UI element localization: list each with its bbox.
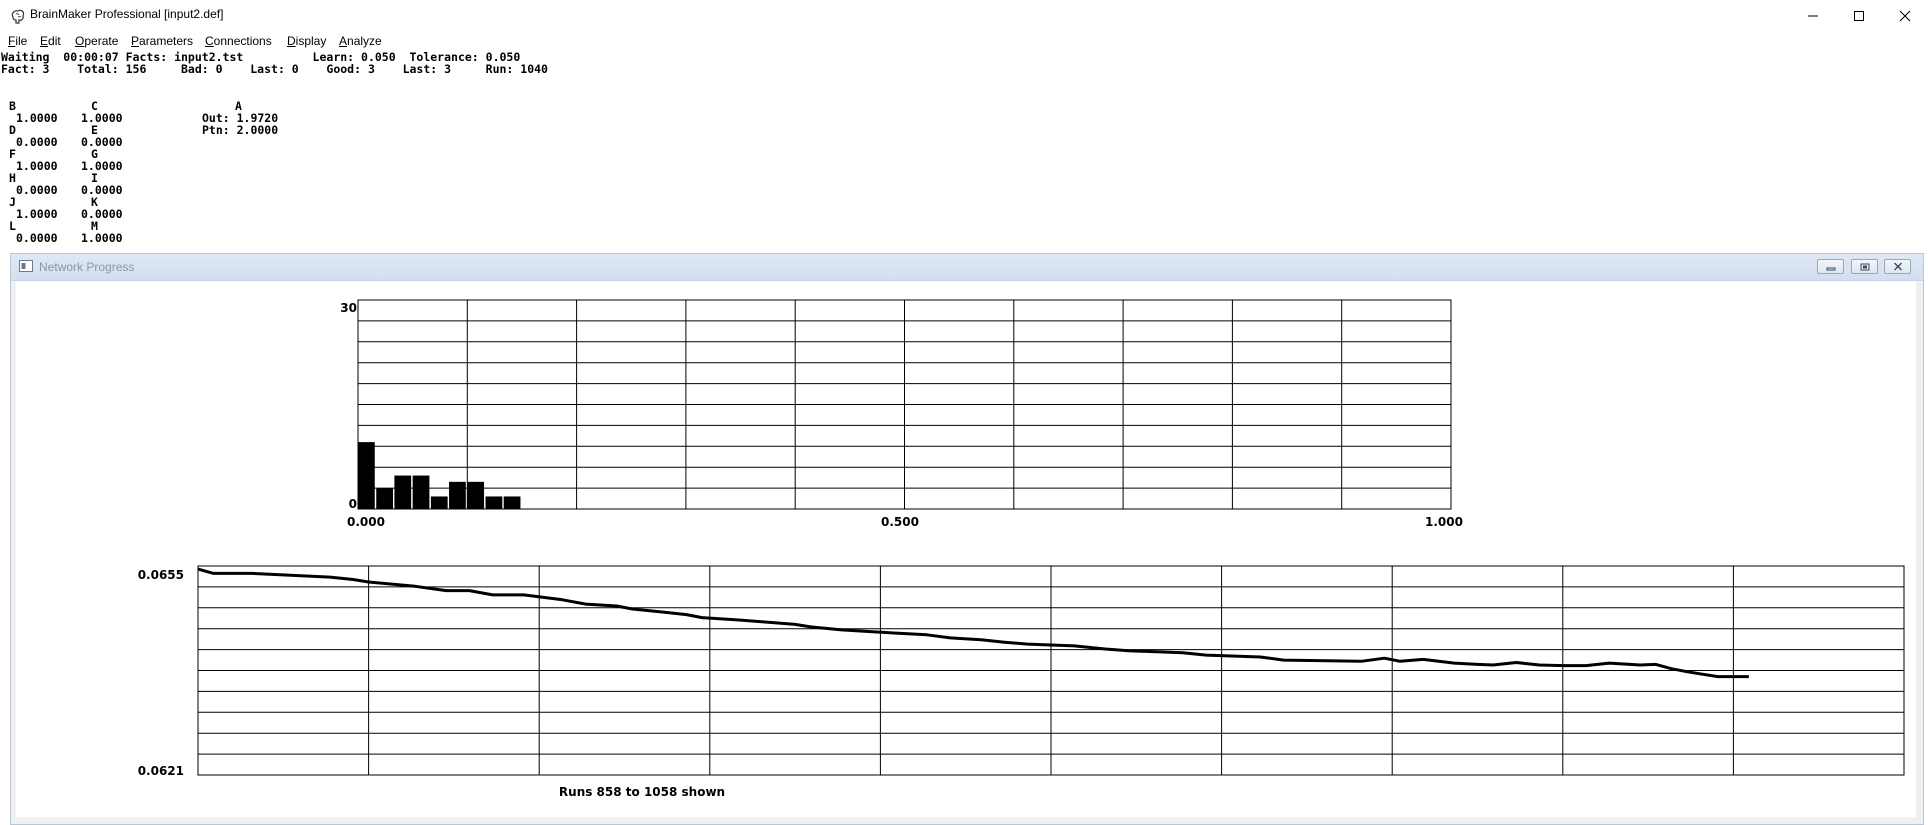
menu-parameters[interactable]: Parameters [131,34,194,48]
menu-bar: File Edit Operate Parameters Connections… [0,32,1928,52]
menu-analyze[interactable]: Analyze [339,34,382,48]
neuron-value: 0.0000 [81,135,123,149]
neuron-label: K [91,195,98,209]
child-window-title: Network Progress [39,260,135,274]
child-close-button[interactable] [1884,259,1911,274]
neuron-value: 0.0000 [81,183,123,197]
output-neuron-label: A [235,99,242,113]
network-progress-window: Network Progress 30 0 0.000 0.500 1.000 … [10,253,1924,825]
child-minimize-button[interactable] [1817,259,1844,274]
brain-icon [11,9,25,24]
error-series-line [197,567,1749,679]
error-chart-grid [197,565,1905,776]
histogram-x-tick-label: 0.500 [881,515,919,529]
neuron-label: M [91,219,98,233]
menu-operate[interactable]: Operate [75,34,119,48]
minimize-button[interactable] [1790,0,1836,32]
output-value: Out: 1.9720 [202,111,279,125]
histogram-bars [358,442,521,509]
neuron-value: 0.0000 [16,231,58,245]
neuron-value: 0.0000 [81,207,123,221]
progress-charts: 30 0 0.000 0.500 1.000 0.0655 0.0621 Run… [138,299,1905,799]
neuron-label: I [91,171,98,185]
window-title: BrainMaker Professional [input2.def] [30,7,224,21]
neuron-value: 1.0000 [16,207,58,221]
neuron-label: L [9,219,16,233]
close-button[interactable] [1882,0,1928,32]
restore-icon [1860,263,1869,271]
error-y-max-label: 0.0655 [138,568,184,582]
chart-area: 30 0 0.000 0.500 1.000 0.0655 0.0621 Run… [16,281,1916,817]
histogram-bar [467,481,485,509]
menu-edit[interactable]: Edit [40,34,61,48]
neuron-label: B [9,99,16,113]
maximize-button[interactable] [1836,0,1882,32]
child-restore-button[interactable] [1851,259,1878,274]
neuron-label: F [9,147,16,161]
histogram-bar [485,496,503,509]
histogram-bar [376,488,394,509]
histogram-x-tick-label: 0.000 [347,515,385,529]
child-title-bar: Network Progress [11,254,1923,281]
histogram-grid [357,299,1452,510]
neuron-value: 1.0000 [16,159,58,173]
error-y-min-label: 0.0621 [138,764,184,778]
title-bar: BrainMaker Professional [input2.def] [0,0,1928,32]
close-icon [1899,10,1911,22]
neuron-label: E [91,123,98,137]
histogram-x-tick-label: 1.000 [1425,515,1463,529]
neuron-value: 1.0000 [81,111,123,125]
chart-window-icon [19,260,33,272]
close-icon [1893,262,1902,271]
status-line-1: Waiting 00:00:07 Facts: input2.tst Learn… [1,50,521,64]
neuron-label: D [9,123,16,137]
histogram-bar [412,475,430,509]
neuron-value: 1.0000 [16,111,58,125]
histogram-y-min-label: 0 [349,497,357,511]
maximize-icon [1854,11,1864,21]
neuron-value: 0.0000 [16,135,58,149]
histogram-bar [503,496,521,509]
pattern-value: Ptn: 2.0000 [202,123,279,137]
histogram-bar [358,442,375,509]
error-series [197,567,1749,679]
menu-connections[interactable]: Connections [205,34,272,48]
neuron-value: 1.0000 [81,231,123,245]
menu-display[interactable]: Display [287,34,327,48]
neuron-value: 0.0000 [16,183,58,197]
histogram-bar [430,496,448,509]
histogram-y-max-label: 30 [340,301,357,315]
neuron-label: H [9,171,16,185]
minimize-icon [1826,267,1835,270]
histogram-bar [394,475,412,509]
status-line-2: Fact: 3 Total: 156 Bad: 0 Last: 0 Good: … [1,62,548,76]
neuron-label: J [9,195,16,209]
neuron-value: 1.0000 [81,159,123,173]
menu-file[interactable]: File [8,34,28,48]
neuron-label: G [91,147,98,161]
error-x-axis-label: Runs 858 to 1058 shown [559,785,725,799]
minimize-icon [1808,15,1818,17]
neuron-label: C [91,99,98,113]
histogram-bar [449,481,466,509]
